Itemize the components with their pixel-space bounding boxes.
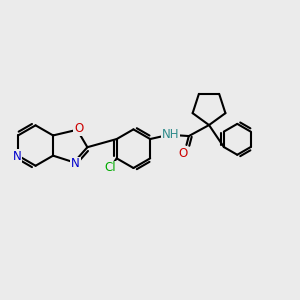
- Text: O: O: [74, 122, 83, 135]
- Text: N: N: [71, 157, 80, 170]
- Text: NH: NH: [162, 128, 179, 141]
- Text: Cl: Cl: [104, 161, 116, 174]
- Text: N: N: [13, 150, 22, 163]
- Text: O: O: [179, 147, 188, 161]
